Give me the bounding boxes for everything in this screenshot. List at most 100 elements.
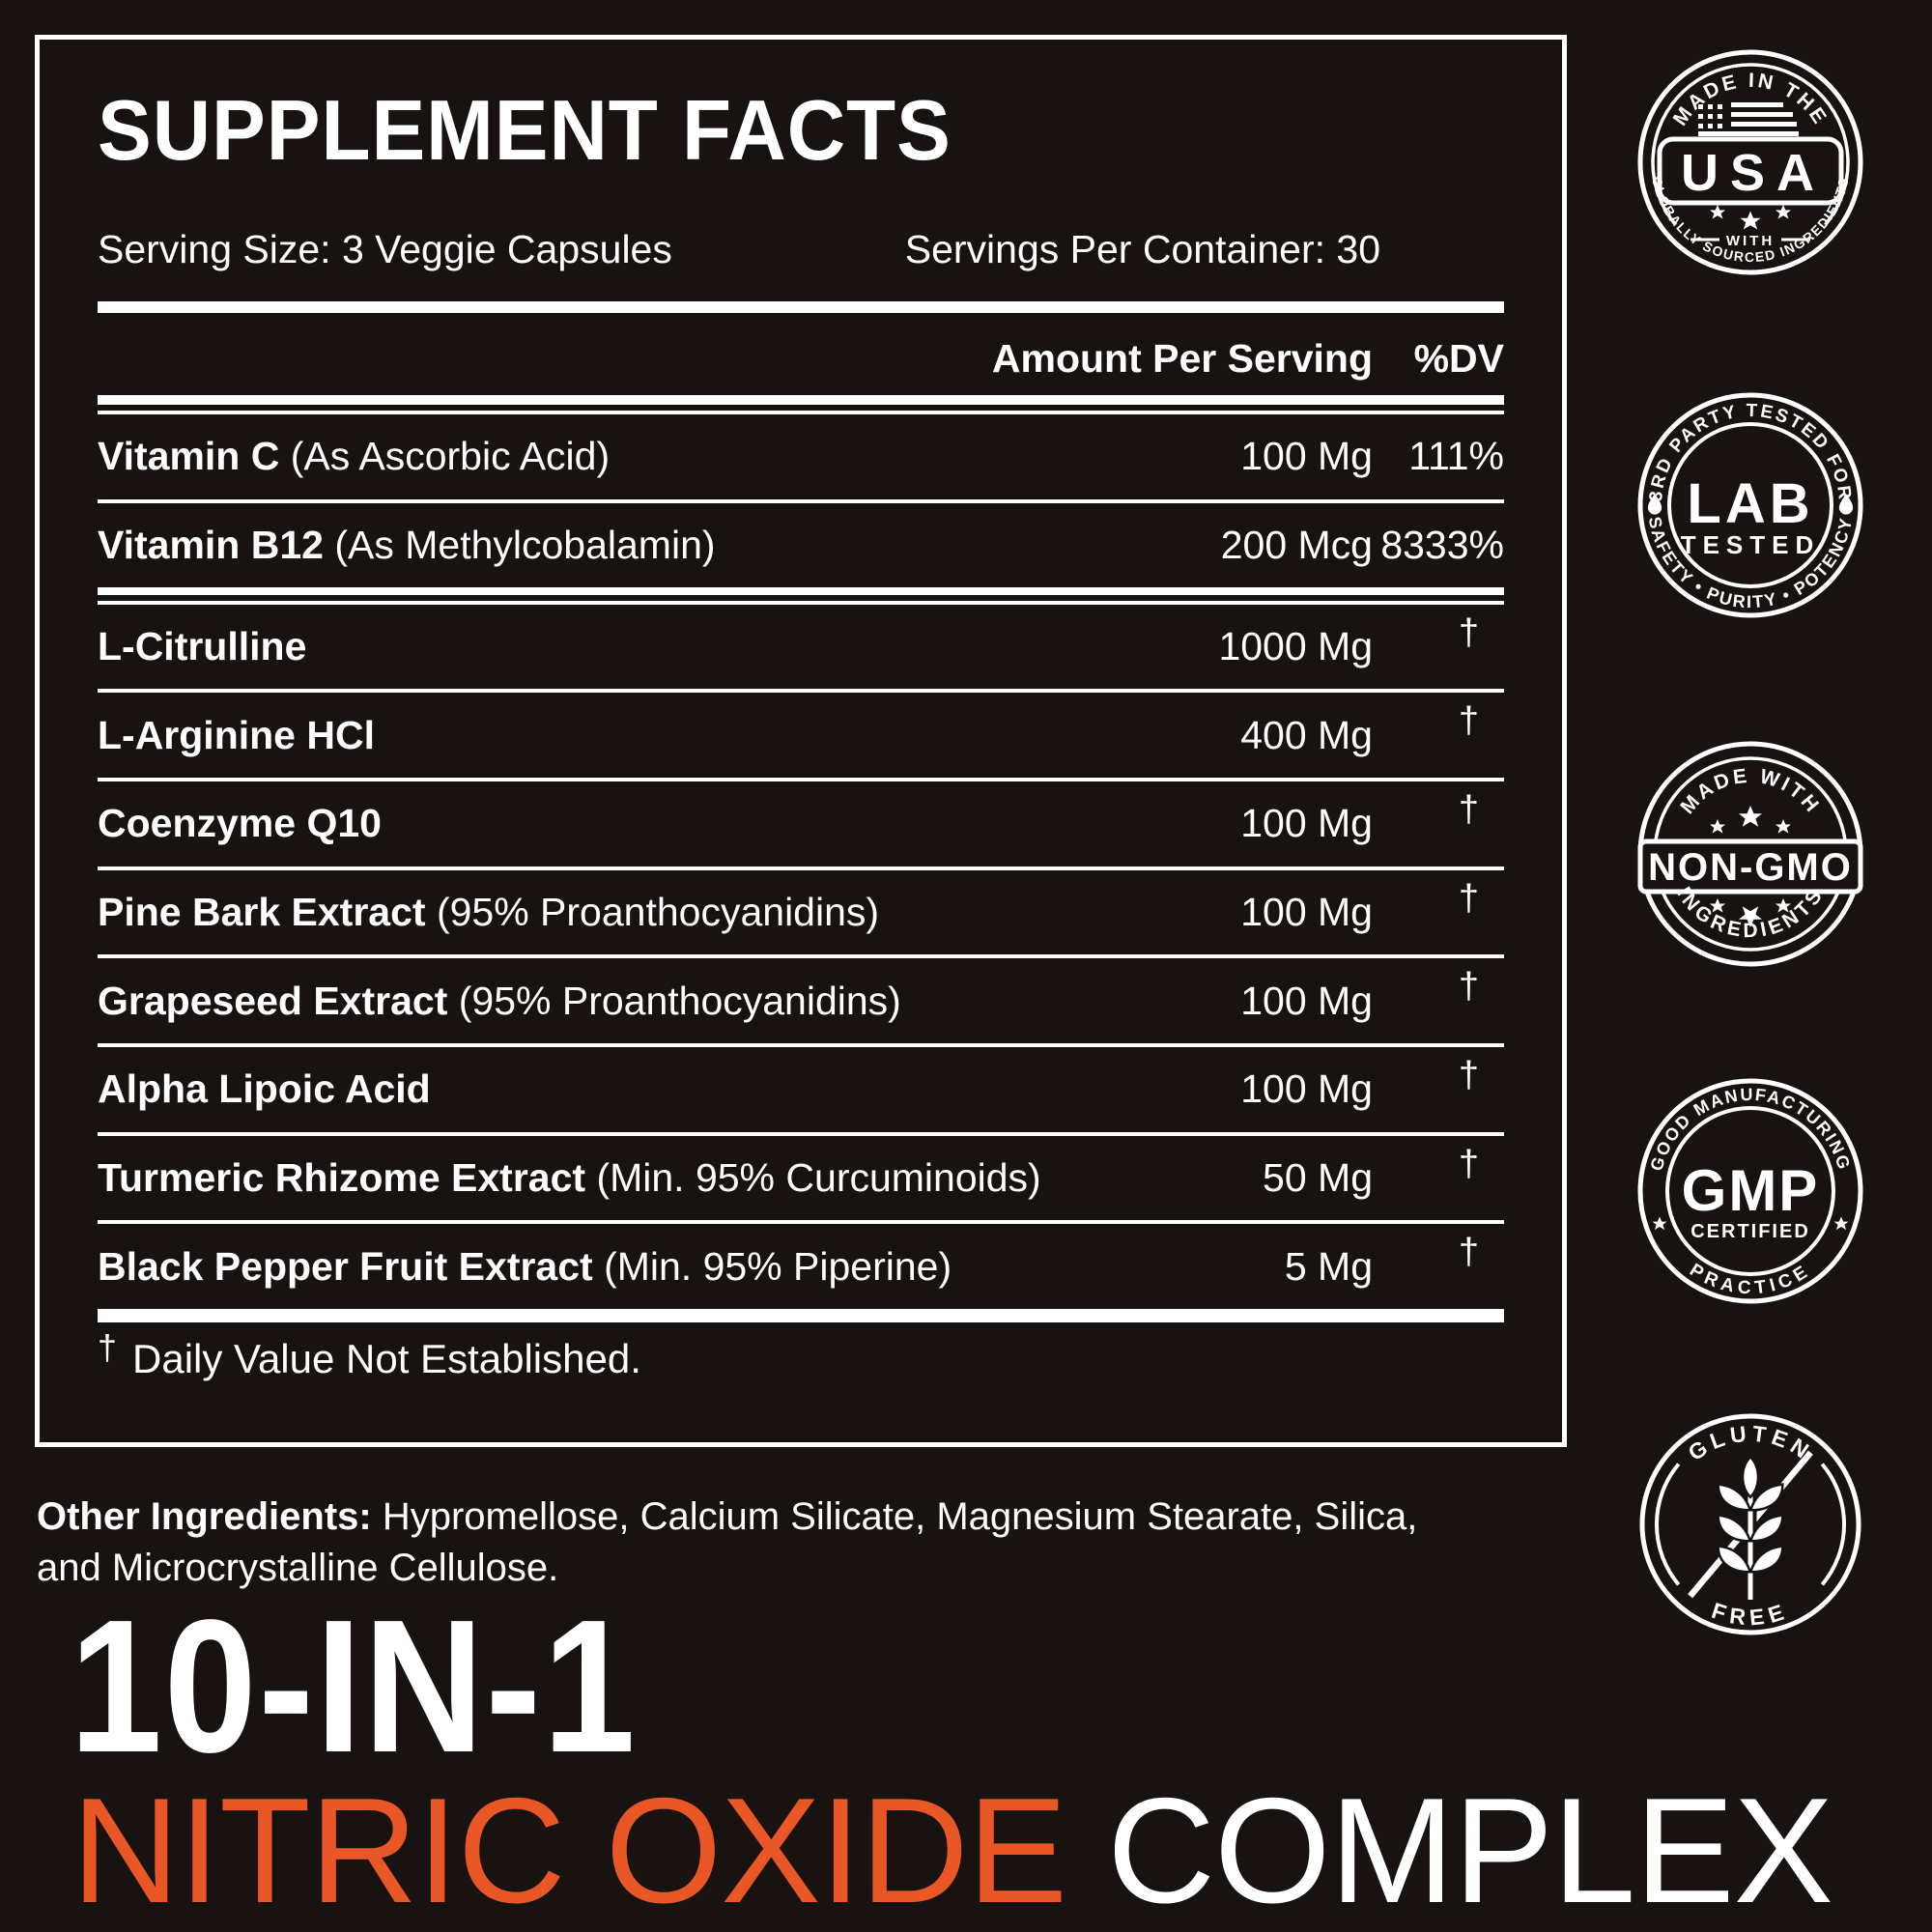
badge-non-gmo-center-text: NON-GMO: [1648, 846, 1853, 889]
star-icon: [1776, 819, 1791, 834]
non-gmo-banner: [1637, 838, 1863, 895]
divider-thin: [98, 1220, 1504, 1225]
ingredient-detail: (As Methylcobalamin): [323, 522, 716, 567]
divider-thin: [98, 1043, 1504, 1048]
headline-nitric-oxide: NITRIC OXIDE: [71, 1767, 1108, 1932]
table-row: Turmeric Rhizome Extract (Min. 95% Curcu…: [98, 1136, 1504, 1221]
ingredient-name: Vitamin B12: [98, 522, 324, 567]
ingredient-name: Pine Bark Extract: [98, 890, 426, 934]
divider-thin: [98, 866, 1504, 870]
ingredient-name: Vitamin C: [98, 434, 280, 479]
ingredient-detail: (As Ascorbic Acid): [279, 434, 611, 479]
divider-bar: [98, 301, 1504, 314]
table-row: Black Pepper Fruit Extract (Min. 95% Pip…: [98, 1224, 1504, 1309]
table-row: Alpha Lipoic Acid 100 Mg †: [98, 1047, 1504, 1132]
ingredient-name: Turmeric Rhizome Extract: [98, 1155, 586, 1201]
headline-nitric-oxide-complex: NITRIC OXIDE COMPLEX: [71, 1776, 1833, 1925]
star-icon: [1740, 211, 1761, 230]
ingredient-detail: (Min. 95% Piperine): [592, 1243, 952, 1289]
badge-gmp-certified: GMP CERTIFIED GOOD MANUFACTURING PRACTIC…: [1637, 1078, 1863, 1304]
us-flag-icon: [1698, 102, 1799, 136]
svg-text:FREE: FREE: [1709, 1598, 1792, 1631]
usa-banner: [1657, 136, 1844, 206]
ingredient-amount: 100 Mg: [1240, 978, 1373, 1023]
badge-lab-tested: LAB TESTED 3RD PARTY TESTED FOR SAFETY •…: [1637, 392, 1863, 618]
divider-thin: [98, 778, 1504, 782]
badge-outer-ring: [1637, 392, 1863, 618]
footnote: † Daily Value Not Established.: [98, 1327, 1504, 1382]
svg-text:MADE IN THE: MADE IN THE: [1669, 70, 1833, 129]
badge-gmp-sub-text: CERTIFIED: [1690, 1221, 1810, 1242]
ingredient-amount: 400 Mg: [1240, 712, 1373, 757]
ingredient-name: L-Citrulline: [98, 623, 307, 668]
ingredient-amount: 1000 Mg: [1218, 623, 1373, 668]
servings-per-container: Servings Per Container: 30: [904, 227, 1380, 272]
badge-inner-ring: [1667, 422, 1833, 588]
dagger-symbol: †: [1458, 611, 1479, 653]
star-icon: [1652, 1216, 1667, 1231]
serving-size: Serving Size: 3 Veggie Capsules: [98, 227, 672, 272]
ingredient-amount: 200 Mcg: [1220, 522, 1373, 567]
wheat-icon: [1719, 1455, 1781, 1600]
dagger-symbol: †: [1458, 700, 1479, 742]
badge-gmp-center-text: GMP: [1682, 1158, 1820, 1223]
ingredient-name: Alpha Lipoic Acid: [98, 1066, 431, 1112]
footnote-text: Daily Value Not Established.: [132, 1336, 641, 1382]
badge-usa-top-text: MADE IN THE: [1669, 70, 1830, 129]
badge-usa-with-text: WITH: [1726, 233, 1775, 249]
badge-outer-ring: [1637, 1078, 1863, 1304]
dagger-symbol: †: [1458, 789, 1479, 831]
badge-gluten-free: GLUTEN FREE: [1639, 1413, 1861, 1635]
dagger-symbol: †: [1458, 966, 1479, 1008]
ingredient-amount: 5 Mg: [1284, 1243, 1373, 1289]
ingredient-name: L-Arginine HCl: [98, 712, 375, 757]
dv-column-header: %DV: [1413, 336, 1504, 382]
ingredient-detail: (Min. 95% Curcuminoids): [585, 1155, 1041, 1201]
star-icon: [1710, 819, 1725, 834]
badge-usa-center-text: USA: [1681, 144, 1826, 202]
badge-non-gmo: NON-GMO MADE WITH INGREDIENTS: [1637, 741, 1863, 967]
table-row: Pine Bark Extract (95% Proanthocyanidins…: [98, 870, 1504, 955]
star-icon: [1710, 205, 1725, 219]
panel-title: SUPPLEMENT FACTS: [98, 82, 952, 178]
other-ingredients: Other Ingredients: Hypromellose, Calcium…: [37, 1492, 1544, 1594]
ingredient-amount: 50 Mg: [1263, 1155, 1373, 1201]
ingredient-amount: 100 Mg: [1240, 434, 1373, 479]
divider-thin: [98, 954, 1504, 959]
ingredient-amount: 100 Mg: [1240, 1066, 1373, 1112]
badge-outer-ring: [1637, 49, 1863, 275]
badge-inner-ring-right: [1820, 1463, 1846, 1586]
ingredient-dv: 8333%: [1380, 522, 1504, 567]
ingredient-name: Grapeseed Extract: [98, 978, 448, 1023]
ingredient-name: Black Pepper Fruit Extract: [98, 1243, 593, 1289]
headline-10-in-1: 10-IN-1: [70, 1580, 638, 1792]
badge-made-in-usa: USA WITH MADE IN THE GLOBALLY SOURCED IN…: [1637, 49, 1863, 275]
divider-thin: [98, 1131, 1504, 1136]
divider-double: [98, 395, 1504, 415]
table-row: Vitamin C (As Ascorbic Acid) 100 Mg 111%: [98, 414, 1504, 498]
supplement-facts-panel: SUPPLEMENT FACTS Serving Size: 3 Veggie …: [35, 35, 1567, 1447]
ingredient-detail: (95% Proanthocyanidins): [425, 890, 880, 934]
dagger-symbol: †: [1458, 1232, 1479, 1273]
ingredient-amount: 100 Mg: [1240, 801, 1373, 846]
table-row: Coenzyme Q10 100 Mg †: [98, 781, 1504, 867]
headline-complex: COMPLEX: [1107, 1767, 1833, 1932]
divider-bar: [98, 1309, 1504, 1323]
badge-lab-line2: TESTED: [1681, 530, 1821, 559]
table-row: L-Citrulline 1000 Mg †: [98, 605, 1504, 690]
ingredient-amount: 100 Mg: [1240, 890, 1373, 934]
ingredient-name: Coenzyme Q10: [98, 801, 382, 846]
table-row: Vitamin B12 (As Methylcobalamin) 200 Mcg…: [98, 503, 1504, 587]
other-ingredients-line1: Hypromellose, Calcium Silicate, Magnesiu…: [371, 1495, 1418, 1538]
table-header: Amount Per Serving %DV: [98, 336, 1504, 382]
star-icon: [1833, 1216, 1849, 1231]
badge-gluten-bottom-text: FREE: [1709, 1598, 1786, 1631]
other-ingredients-label: Other Ingredients:: [37, 1495, 372, 1538]
ingredient-detail: (95% Proanthocyanidins): [447, 978, 901, 1023]
badge-inner-ring: [1651, 63, 1850, 227]
table-row: Grapeseed Extract (95% Proanthocyanidins…: [98, 958, 1504, 1043]
dagger-symbol: †: [1458, 1143, 1479, 1184]
divider-double: [98, 586, 1504, 605]
badge-inner-ring-left: [1655, 1463, 1681, 1586]
